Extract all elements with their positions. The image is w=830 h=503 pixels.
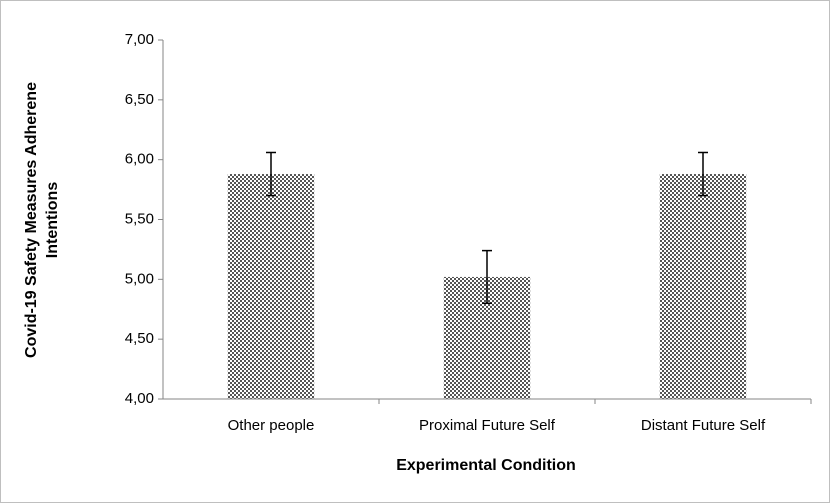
x-tick-label: Other people: [228, 417, 315, 434]
y-tick-label: 5,50: [125, 210, 154, 227]
error-bar: [266, 151, 276, 197]
y-tick-label: 6,00: [125, 151, 154, 168]
y-tick-label: 5,00: [125, 270, 154, 287]
y-tick-label: 6,50: [125, 91, 154, 108]
y-tick-label: 4,00: [125, 390, 154, 407]
y-axis-title-line: Intentions: [44, 182, 61, 259]
y-axis-title: Covid-19 Safety Measures Adherene Intent…: [23, 82, 61, 358]
error-bar: [482, 249, 492, 305]
y-tick-label: 4,50: [125, 330, 154, 347]
x-axis-title: Experimental Condition: [396, 457, 576, 474]
x-tick-label: Distant Future Self: [641, 417, 766, 434]
bar: [659, 174, 747, 399]
x-tick-label: Proximal Future Self: [419, 417, 556, 434]
bar: [227, 174, 315, 399]
y-axis-title-line: Covid-19 Safety Measures Adherene: [23, 82, 40, 358]
error-bar: [698, 151, 708, 197]
y-tick-label: 7,00: [125, 31, 154, 48]
